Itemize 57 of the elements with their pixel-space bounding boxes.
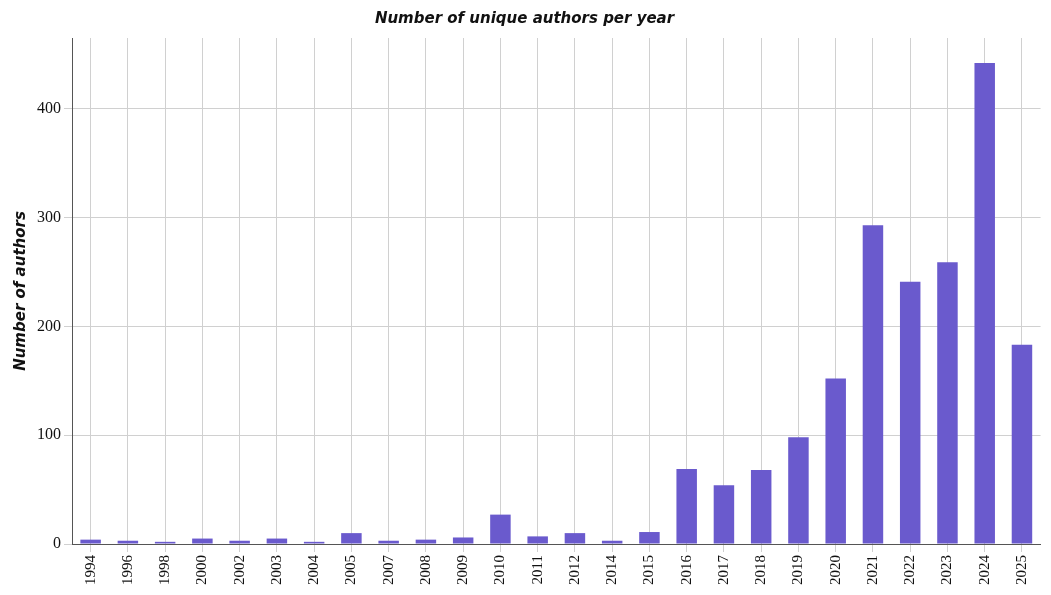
bar [527, 536, 548, 544]
bar [788, 437, 809, 544]
bar [415, 539, 437, 544]
x-tick-label: 2010 [491, 555, 508, 585]
x-tick-label: 2025 [1012, 555, 1029, 585]
x-tick-label: 2019 [789, 555, 806, 585]
x-tick-label: 2000 [193, 555, 210, 585]
x-tick-label: 2014 [603, 554, 620, 585]
bar [937, 262, 958, 544]
y-tick-label: 400 [37, 98, 61, 116]
bar [490, 514, 511, 544]
bar [862, 225, 884, 544]
bar [452, 537, 474, 544]
bar [80, 539, 101, 544]
x-tick-label: 2003 [267, 555, 284, 585]
bar [564, 533, 586, 544]
x-tick-label: 2009 [454, 555, 471, 585]
x-tick-label: 2018 [752, 555, 769, 585]
y-tick-label: 100 [37, 425, 61, 443]
y-tick-label: 0 [53, 534, 61, 552]
bar [825, 378, 846, 544]
x-tick-label: 2005 [342, 555, 359, 585]
x-tick-label: 1998 [156, 555, 173, 585]
x-tick-label: 2017 [714, 554, 731, 585]
bar [1011, 344, 1033, 544]
x-tick-label: 2020 [826, 555, 843, 585]
chart-title: Number of unique authors per year [374, 8, 676, 27]
bar [713, 485, 735, 544]
x-tick-label: 2016 [677, 554, 694, 585]
x-tick-label: 2002 [230, 555, 247, 585]
x-tick-label: 2007 [379, 554, 396, 585]
x-tick-label: 2021 [863, 555, 880, 585]
y-axis-title: Number of authors [10, 211, 29, 371]
x-tick-label: 2008 [416, 555, 433, 585]
bar [117, 540, 139, 544]
x-tick-label: 1996 [118, 554, 135, 585]
x-tick-label: 1994 [81, 554, 98, 585]
x-tick-label: 2004 [305, 554, 322, 585]
x-tick-label: 2011 [528, 555, 545, 585]
bar [378, 540, 399, 544]
bar [750, 470, 772, 544]
bar [601, 540, 623, 544]
bar [266, 538, 288, 544]
bar [639, 532, 660, 544]
bar [341, 533, 362, 544]
x-tick-label: 2024 [975, 554, 992, 585]
y-tick-label: 200 [37, 316, 61, 334]
y-tick-label: 300 [37, 207, 61, 225]
x-tick-label: 2012 [565, 555, 582, 585]
x-tick-label: 2023 [938, 555, 955, 585]
x-tick-label: 2015 [640, 555, 657, 585]
bar [974, 63, 995, 544]
bar [899, 281, 921, 544]
bar [192, 538, 213, 544]
bar [676, 468, 697, 544]
bar [229, 540, 250, 544]
x-tick-label: 2022 [901, 555, 918, 585]
